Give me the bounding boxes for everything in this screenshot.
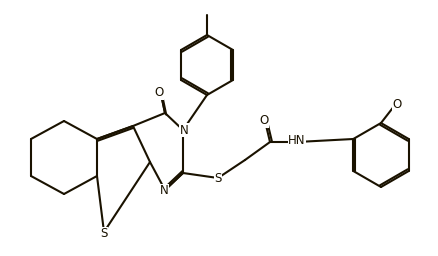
Text: N: N xyxy=(159,185,168,197)
Text: S: S xyxy=(214,173,221,186)
Text: HN: HN xyxy=(288,134,305,147)
Text: S: S xyxy=(100,228,107,240)
Text: O: O xyxy=(392,99,401,112)
Text: O: O xyxy=(259,114,268,127)
Text: N: N xyxy=(179,123,188,136)
Text: O: O xyxy=(154,87,163,100)
